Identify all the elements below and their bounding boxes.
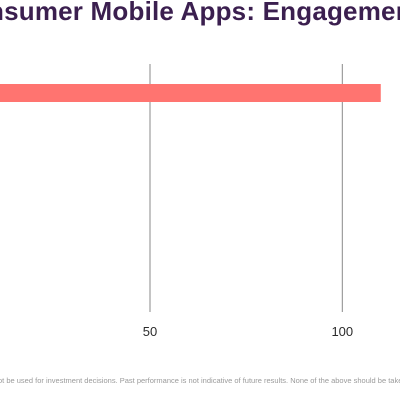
bar-0 [0, 84, 381, 102]
chart-title: nsumer Mobile Apps: Engagemen [0, 0, 400, 26]
x-tick-label-100: 100 [331, 324, 353, 339]
x-tick-label-50: 50 [143, 324, 157, 339]
disclaimer-text: ot be used for investment decisions. Pas… [0, 376, 400, 385]
